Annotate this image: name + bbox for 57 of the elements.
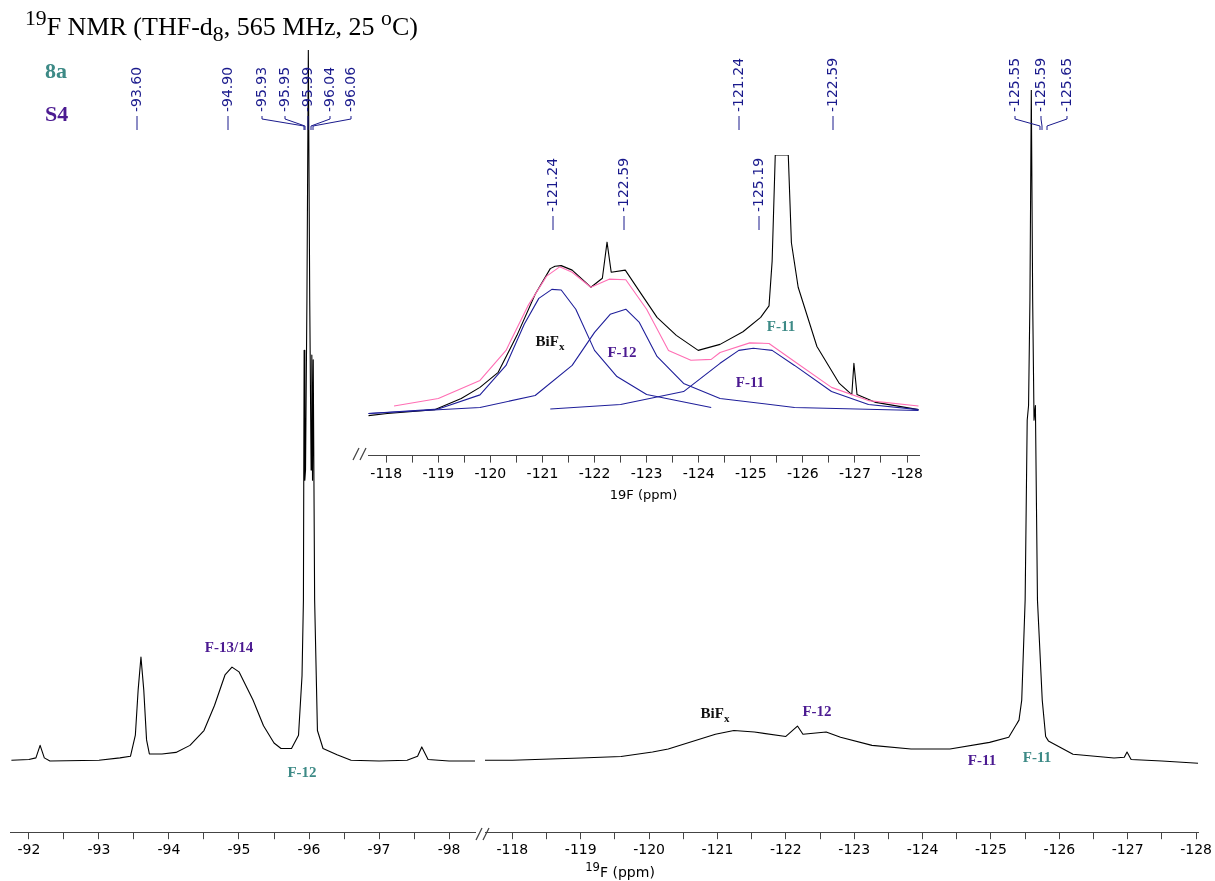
x-tick-label: -119 xyxy=(422,464,455,481)
x-axis-title: 19F (ppm) xyxy=(609,486,678,502)
annotation: -122.59 xyxy=(614,157,631,212)
annotation: -94.90 xyxy=(218,66,235,112)
x-tick-label: -118 xyxy=(370,464,403,481)
annotation: -122.59 xyxy=(823,57,840,112)
x-tick-label: -122 xyxy=(769,841,802,858)
annotation: -125.59 xyxy=(1031,57,1048,112)
chart-title: $^{19}$F NMR (THF-d$_{8}$, 565 MHz, 25 $^{o}$C) xyxy=(25,6,418,47)
x-tick-label: -122 xyxy=(578,464,611,481)
annotation: -125.19 xyxy=(749,157,766,212)
x-tick-label: -119 xyxy=(564,841,597,858)
annotation: -125.55 xyxy=(1005,57,1022,112)
annotation: -95.93 xyxy=(252,66,269,112)
x-tick-label: -125 xyxy=(975,841,1007,858)
annotation: F-12 xyxy=(287,764,317,780)
annotation: -96.06 xyxy=(341,66,358,112)
x-tick-label: -97 xyxy=(367,841,391,858)
x-tick-label: -124 xyxy=(906,841,939,858)
x-tick-label: -118 xyxy=(496,841,529,858)
x-tick-label: -121 xyxy=(526,464,559,481)
x-tick-label: -123 xyxy=(630,464,663,481)
x-tick-label: -123 xyxy=(838,841,871,858)
annotation: -121.24 xyxy=(729,57,746,112)
annotation: -125.65 xyxy=(1057,57,1074,112)
annotation: -95.99 xyxy=(298,66,315,112)
annotation: -121.24 xyxy=(543,157,560,212)
annotation: F-12 xyxy=(802,703,832,719)
annotation: F-12 xyxy=(607,344,637,360)
x-tick-label: -125 xyxy=(734,464,767,481)
annotation: -93.60 xyxy=(127,66,144,112)
x-tick-label: -93 xyxy=(87,841,111,858)
annotation: F-11 xyxy=(967,752,997,768)
annotation: -96.04 xyxy=(320,66,337,112)
x-tick-label: -94 xyxy=(157,841,181,858)
x-tick-label: -124 xyxy=(682,464,715,481)
annotation: -95.95 xyxy=(275,66,292,112)
x-tick-label: -98 xyxy=(437,841,461,858)
x-tick-label: -126 xyxy=(1043,841,1076,858)
x-tick-label: -120 xyxy=(633,841,665,858)
x-tick-label: -128 xyxy=(891,464,923,481)
annotation: F-11 xyxy=(1022,749,1052,765)
annotation: F-11 xyxy=(735,374,765,390)
x-tick-label: -128 xyxy=(1180,841,1212,858)
x-tick-label: -127 xyxy=(839,464,871,481)
x-axis-title: $^{19}$F (ppm) xyxy=(585,860,655,880)
annotation: 8a xyxy=(45,58,67,84)
x-tick-label: -127 xyxy=(1111,841,1144,858)
x-tick-label: -96 xyxy=(297,841,321,858)
x-tick-label: -92 xyxy=(17,841,41,858)
x-tick-label: -95 xyxy=(227,841,251,858)
x-tick-label: -121 xyxy=(701,841,734,858)
annotation: S4 xyxy=(45,101,69,127)
x-tick-label: -120 xyxy=(474,464,507,481)
annotation: F-11 xyxy=(766,318,796,334)
annotation: F-13/14 xyxy=(204,639,254,655)
x-tick-label: -126 xyxy=(786,464,819,481)
